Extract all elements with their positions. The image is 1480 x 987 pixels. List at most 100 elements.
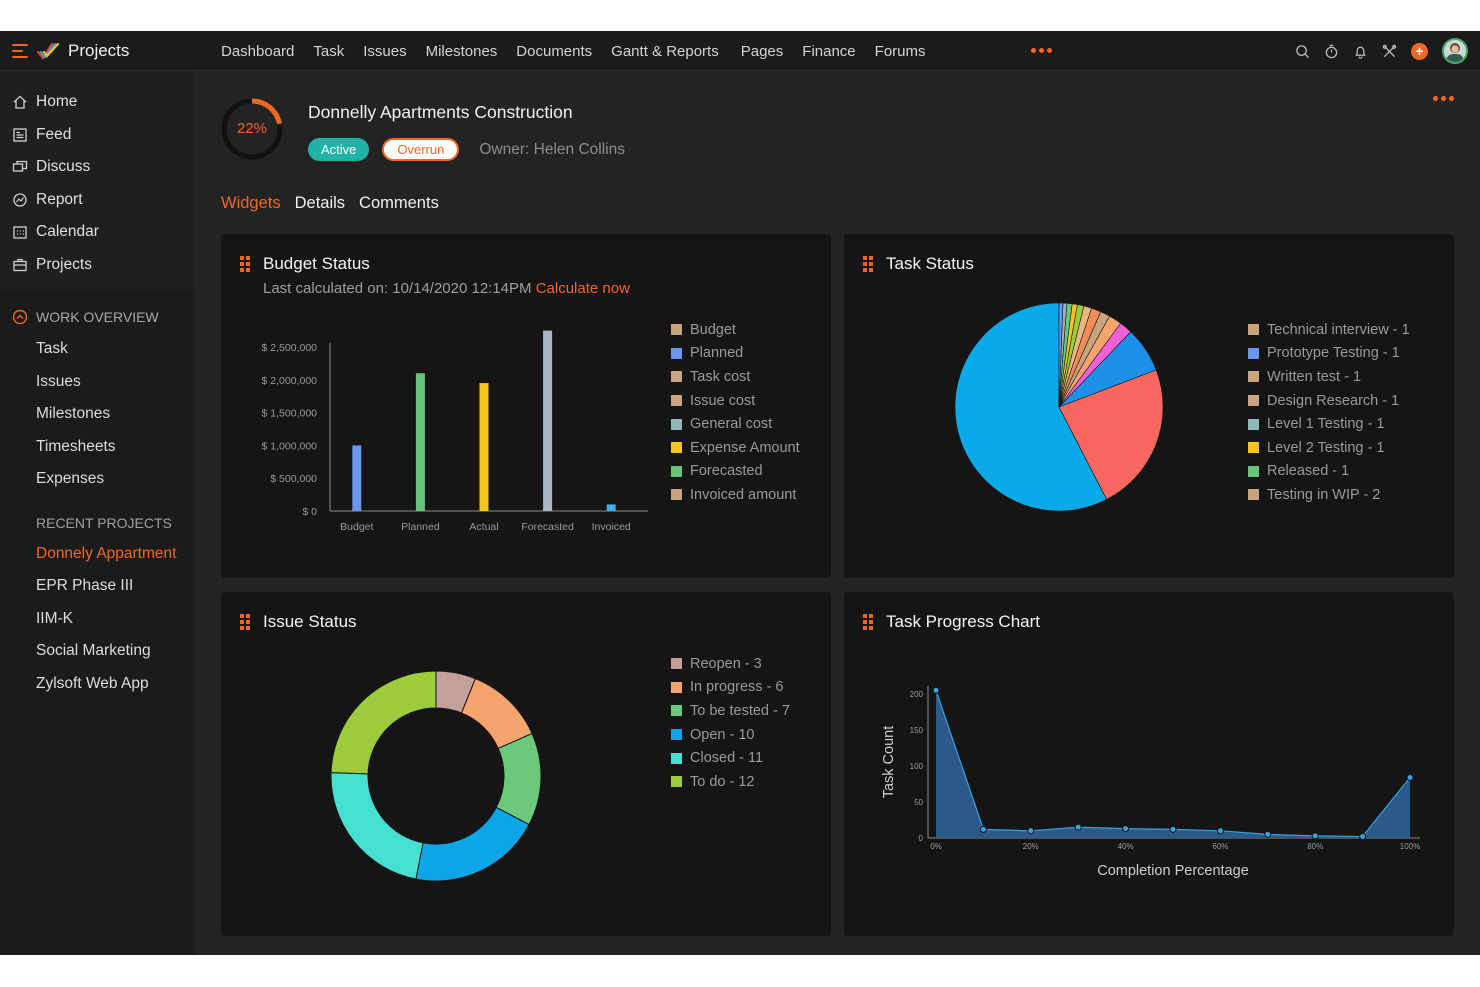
nav-gantt-reports[interactable]: Gantt & Reports [611,42,719,60]
recent-project-item[interactable]: IIM-K [36,609,74,627]
project-more-icon[interactable] [1433,96,1454,101]
data-point[interactable] [1406,774,1414,782]
task-status-legend-item[interactable]: Technical interview - 1 [1248,318,1410,342]
bar-invoiced[interactable] [606,504,616,511]
sidebar-item-feed[interactable]: Feed [0,119,195,152]
project-progress-ring [221,98,283,160]
data-point[interactable] [1027,827,1035,835]
nav-finance[interactable]: Finance [802,42,856,60]
nav-forums[interactable]: Forums [874,42,926,60]
drag-handle-icon[interactable] [240,614,250,630]
nav-issues[interactable]: Issues [363,42,407,60]
sidebar-sub-issues[interactable]: Issues [36,372,81,390]
legend-label: Open - 10 [690,726,755,743]
task-status-legend-item[interactable]: Written test - 1 [1248,365,1410,389]
sidebar-item-label: Home [36,93,78,111]
sidebar-item-calendar[interactable]: Calendar [0,216,195,249]
task-status-legend-item[interactable]: Level 1 Testing - 1 [1248,412,1410,436]
data-point[interactable] [1216,827,1224,835]
tools-icon[interactable] [1382,44,1397,59]
budget-legend-item[interactable]: Planned [671,342,800,366]
bar-budget[interactable] [352,445,362,511]
status-badge[interactable]: Active [308,138,370,161]
data-point[interactable] [1074,823,1082,831]
recent-project-item[interactable]: Social Marketing [36,642,151,659]
drag-handle-icon[interactable] [863,614,873,630]
recent-project-item[interactable]: Zylsoft Web App [36,674,149,692]
budget-legend-item[interactable]: Forecasted [671,460,800,484]
drag-handle-icon[interactable] [863,256,873,272]
issue-status-legend-item[interactable]: Reopen - 3 [671,652,790,676]
sidebar-item-discuss[interactable]: Discuss [0,151,195,184]
data-point[interactable] [1264,830,1272,838]
donut-slice-closed[interactable] [330,772,424,880]
legend-label: To be tested - 7 [690,702,790,719]
nav-pages[interactable]: Pages [740,42,784,60]
recent-project-item[interactable]: Donnely Appartment [36,544,177,562]
sidebar-item-home[interactable]: Home [0,86,195,119]
bar-planned[interactable] [415,373,425,511]
tab-details[interactable]: Details [294,194,346,212]
tab-widgets[interactable]: Widgets [221,194,281,212]
issue-status-legend-item[interactable]: Open - 10 [671,723,790,747]
sidebar-item-projects[interactable]: Projects [0,249,195,282]
budget-legend-item[interactable]: Invoiced amount [671,483,800,507]
pie-slice[interactable] [1058,369,1164,500]
report-icon [12,192,28,208]
nav-more-icon[interactable] [1031,48,1052,53]
sidebar-sub-expenses[interactable]: Expenses [36,470,105,487]
legend-label: Design Research - 1 [1267,392,1400,409]
task-status-legend-item[interactable]: Design Research - 1 [1248,389,1410,413]
budget-legend-item[interactable]: Expense Amount [671,436,800,460]
legend-swatch [671,776,682,788]
issue-status-legend-item[interactable]: In progress - 6 [671,676,790,700]
nav-milestones[interactable]: Milestones [425,42,498,60]
bar-actual[interactable] [479,383,489,511]
issue-status-legend-item[interactable]: To be tested - 7 [671,699,790,723]
nav-documents[interactable]: Documents [516,42,593,60]
drag-handle-icon[interactable] [240,256,250,272]
pie-slice[interactable] [954,302,1108,512]
bell-icon[interactable] [1353,44,1368,59]
task-status-legend: Technical interview - 1 Prototype Testing… [1248,318,1410,507]
nav-task[interactable]: Task [313,42,345,60]
issue-status-legend-item[interactable]: Closed - 11 [671,746,790,770]
add-icon[interactable]: + [1411,42,1428,60]
donut-slice-to-do[interactable] [330,670,437,775]
tab-comments[interactable]: Comments [359,194,439,212]
timer-icon[interactable] [1324,44,1339,59]
issue-status-legend-item[interactable]: To do - 12 [671,770,790,794]
budget-legend-item[interactable]: Issue cost [671,389,800,413]
y-tick-label: 150 [910,726,924,735]
budget-legend-item[interactable]: General cost [671,412,800,436]
sidebar-sub-task[interactable]: Task [36,340,68,357]
data-point[interactable] [1311,832,1319,840]
sidebar-item-report[interactable]: Report [0,184,195,217]
nav-dashboard[interactable]: Dashboard [221,42,295,60]
task-status-legend-item[interactable]: Released - 1 [1248,460,1410,484]
work-overview-heading[interactable]: WORK OVERVIEW [0,301,195,333]
data-point[interactable] [979,825,987,833]
sidebar-sub-milestones[interactable]: Milestones [36,405,111,422]
briefcase-icon [12,257,28,273]
data-point[interactable] [932,686,940,694]
task-status-legend-item[interactable]: Prototype Testing - 1 [1248,342,1410,366]
task-status-legend-item[interactable]: Level 2 Testing - 1 [1248,436,1410,460]
recent-project-item[interactable]: EPR Phase III [36,577,134,594]
area-fill [936,690,1410,838]
calculate-now-link[interactable]: Calculate now [535,280,630,297]
task-status-legend-item[interactable]: Testing in WIP - 2 [1248,483,1410,507]
sidebar-sub-timesheets[interactable]: Timesheets [36,437,116,455]
pie-slice[interactable] [1058,302,1064,408]
budget-legend-item[interactable]: Budget [671,318,800,342]
donut-slice-open[interactable] [415,806,530,882]
data-point[interactable] [1122,825,1130,833]
avatar[interactable] [1442,38,1468,64]
data-point[interactable] [1169,825,1177,833]
menu-icon[interactable] [12,44,28,58]
search-icon[interactable] [1295,44,1310,59]
data-point[interactable] [1359,833,1367,841]
legend-swatch [671,371,682,383]
bar-forecasted[interactable] [543,330,553,511]
budget-legend-item[interactable]: Task cost [671,365,800,389]
